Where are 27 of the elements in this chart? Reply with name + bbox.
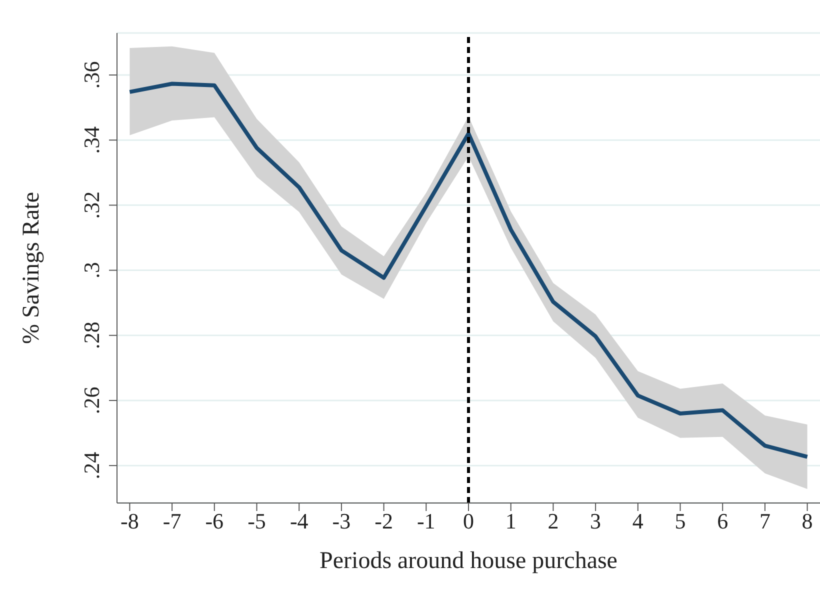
x-tick-label: 4 (632, 508, 644, 534)
x-tick-label: 6 (717, 508, 728, 534)
y-tick-label: .3 (79, 262, 104, 279)
x-axis-title: Periods around house purchase (320, 548, 618, 574)
x-tick-label: 7 (759, 508, 770, 534)
x-tick-label: -1 (416, 508, 436, 534)
x-tick-label: -4 (290, 508, 308, 534)
x-tick-label: -5 (248, 508, 266, 534)
x-tick-label: 0 (463, 508, 474, 534)
y-axis-title: % Savings Rate (18, 192, 45, 344)
x-tick-label: 5 (674, 508, 686, 534)
x-tick-label: -3 (332, 508, 351, 534)
y-tick-label: .34 (79, 126, 104, 154)
x-tick-label: -2 (374, 508, 393, 534)
x-tick-label: 2 (548, 508, 559, 534)
y-tick-label: .36 (79, 61, 104, 89)
y-tick-label: .26 (79, 386, 104, 414)
x-tick-label: 1 (505, 508, 516, 534)
y-tick-label: .24 (79, 452, 104, 480)
x-tick-label: 3 (590, 508, 602, 534)
x-tick-label: -7 (162, 508, 182, 534)
x-tick-label: -8 (120, 508, 139, 534)
y-tick-label: .32 (79, 191, 104, 219)
x-tick-label: -6 (205, 508, 224, 534)
x-tick-label: 8 (802, 508, 813, 534)
line-series (128, 82, 810, 459)
y-tick-label: .28 (79, 322, 104, 350)
